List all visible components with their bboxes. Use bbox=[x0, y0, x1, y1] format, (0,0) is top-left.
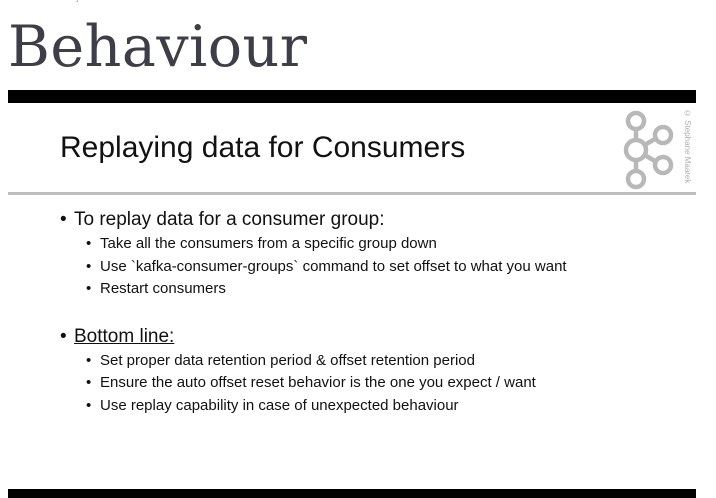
list-item: • Set proper data retention period & offs… bbox=[86, 351, 475, 369]
slide-content: • To replay data for a consumer group: • T… bbox=[60, 207, 680, 417]
list-item-text: Restart consumers bbox=[100, 280, 226, 297]
list-item-text: Set proper data retention period & offse… bbox=[100, 351, 475, 369]
list-item: • Use replay capability in case of unexpe… bbox=[86, 396, 459, 414]
list-item-text: Use `kafka-consumer-groups` command to s… bbox=[100, 257, 567, 275]
section-heading-text: Bottom line: bbox=[74, 325, 175, 347]
list-item: • Use `kafka-consumer-groups` command to … bbox=[86, 257, 567, 275]
list-item-text: Take all the consumers from a specific g… bbox=[100, 235, 437, 252]
kafka-logo-icon bbox=[623, 110, 674, 190]
bottom-divider-bar bbox=[8, 489, 696, 498]
copyright-text: © Stephane Maarek bbox=[683, 109, 692, 184]
list-item: • Ensure the auto offset reset behavior i… bbox=[86, 374, 536, 391]
section-heading: • Bottom line: bbox=[60, 325, 175, 347]
list-item: • Take all the consumers from a specific … bbox=[86, 235, 437, 252]
title-divider bbox=[8, 192, 696, 195]
section-heading-text: To replay data for a consumer group: bbox=[74, 209, 385, 230]
list-item: • Restart consumers bbox=[86, 280, 226, 297]
clipped-text-fragment: ç bbox=[74, 0, 88, 2]
section-heading: • To replay data for a consumer group: bbox=[60, 209, 385, 230]
slide-title: Replaying data for Consumers bbox=[60, 131, 466, 164]
list-item-text: Ensure the auto offset reset behavior is… bbox=[100, 374, 536, 391]
list-item-text: Use replay capability in case of unexpec… bbox=[100, 396, 459, 414]
slide: Replaying data for Consumers © Stephane … bbox=[8, 103, 696, 489]
page-heading: Behaviour bbox=[8, 14, 308, 80]
top-divider-bar bbox=[8, 90, 696, 103]
